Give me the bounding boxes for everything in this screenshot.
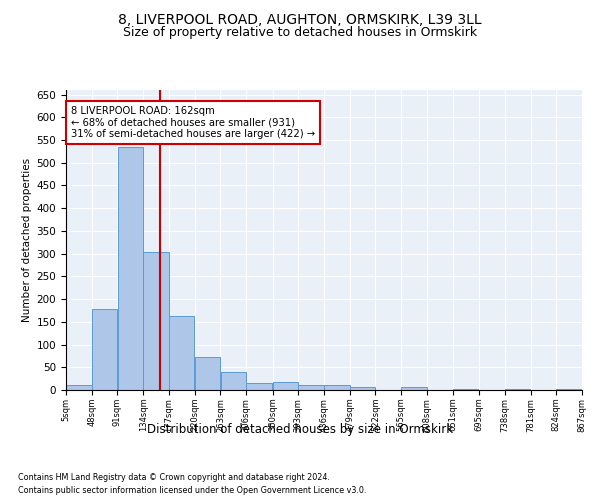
Text: 8, LIVERPOOL ROAD, AUGHTON, ORMSKIRK, L39 3LL: 8, LIVERPOOL ROAD, AUGHTON, ORMSKIRK, L3… [118, 12, 482, 26]
Bar [505, 388, 530, 390]
Bar [221, 372, 246, 390]
Bar [118, 148, 143, 390]
Bar [66, 386, 92, 390]
Bar [350, 387, 375, 390]
Text: Size of property relative to detached houses in Ormskirk: Size of property relative to detached ho… [123, 26, 477, 39]
Text: 8 LIVERPOOL ROAD: 162sqm
← 68% of detached houses are smaller (931)
31% of semi-: 8 LIVERPOOL ROAD: 162sqm ← 68% of detach… [71, 106, 315, 139]
Bar [298, 386, 324, 390]
Text: Distribution of detached houses by size in Ormskirk: Distribution of detached houses by size … [147, 422, 453, 436]
Text: Contains public sector information licensed under the Open Government Licence v3: Contains public sector information licen… [18, 486, 367, 495]
Bar [556, 388, 582, 390]
Bar [247, 383, 272, 390]
Bar [453, 389, 478, 390]
Bar [92, 309, 117, 390]
Y-axis label: Number of detached properties: Number of detached properties [22, 158, 32, 322]
Bar [273, 382, 298, 390]
Text: Contains HM Land Registry data © Crown copyright and database right 2024.: Contains HM Land Registry data © Crown c… [18, 472, 330, 482]
Bar [401, 388, 427, 390]
Bar [169, 316, 194, 390]
Bar [324, 386, 350, 390]
Bar [143, 252, 169, 390]
Bar [195, 358, 220, 390]
